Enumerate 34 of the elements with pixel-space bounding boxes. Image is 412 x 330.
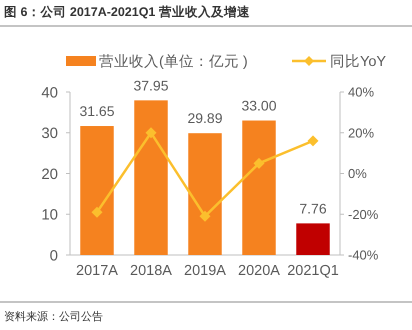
- point: [146, 127, 156, 138]
- y2-tick-label: 20%: [348, 125, 374, 140]
- y-tick-label: 40: [41, 84, 58, 102]
- data-label: 33.00: [241, 98, 277, 114]
- legend-label: 营业收入(单位：亿元 ): [99, 53, 248, 70]
- point: [254, 158, 264, 169]
- bar: [242, 120, 276, 255]
- point: [308, 135, 318, 146]
- bar: [80, 126, 114, 255]
- y-tick-label: 30: [41, 125, 58, 142]
- y-tick-label: 10: [41, 206, 58, 224]
- x-tick-label: 2021Q1: [287, 263, 339, 279]
- x-tick-label: 2019A: [184, 263, 226, 279]
- data-label: 31.65: [79, 103, 115, 120]
- x-tick-label: 2018A: [130, 263, 172, 279]
- point: [92, 206, 102, 218]
- y-tick-label: 20: [41, 166, 58, 183]
- bar: [134, 100, 168, 255]
- y2-tick-label: 40%: [348, 84, 374, 100]
- chart-title: 图 6：公司 2017A-2021Q1 营业收入及增速: [4, 4, 251, 19]
- data-label: 29.89: [187, 110, 223, 126]
- legend-label: 同比YoY: [330, 53, 386, 70]
- x-tick-label: 2017A: [76, 263, 118, 279]
- bar: [296, 223, 330, 255]
- y2-tick-label: -40%: [348, 248, 379, 263]
- bar: [188, 133, 222, 255]
- x-tick-label: 2020A: [238, 263, 280, 279]
- data-label: 37.95: [133, 77, 169, 94]
- data-label: 7.76: [299, 200, 327, 216]
- y2-tick-label: 0%: [348, 166, 368, 182]
- y-tick-label: 0: [50, 247, 58, 264]
- text: 资料来源：公司公告: [4, 310, 103, 323]
- y2-tick-label: -20%: [348, 206, 379, 222]
- point: [200, 210, 210, 222]
